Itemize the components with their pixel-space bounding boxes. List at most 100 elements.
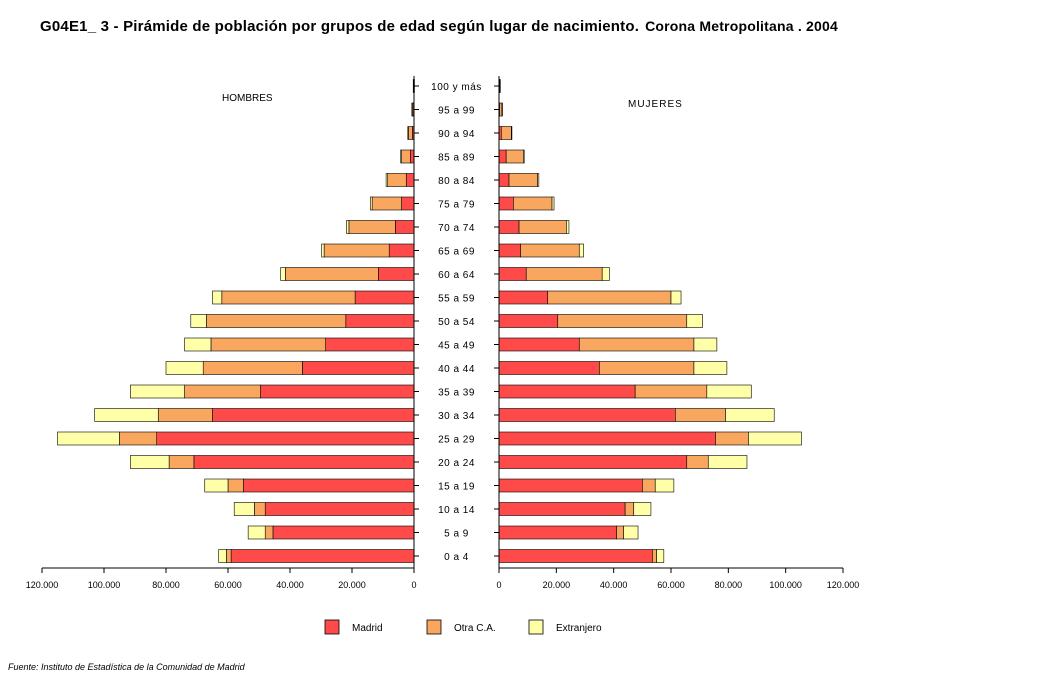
age-label-10-a-14: 10 a 14 [438, 505, 475, 516]
bar-hombres-extranjero-30-a-34 [94, 408, 159, 422]
bar-mujeres-otra-c-a-30-a-34 [674, 408, 726, 422]
bar-hombres-extranjero-95-a-99 [411, 102, 413, 117]
bar-mujeres-extranjero-80-a-84 [537, 173, 540, 187]
age-label-85-a-89: 85 a 89 [438, 153, 475, 164]
legend-swatch-extranjero [528, 619, 544, 635]
bar-hombres-otra-c-a-40-a-44 [202, 361, 303, 375]
bar-hombres-madrid-30-a-34 [212, 408, 415, 422]
bar-hombres-madrid-65-a-69 [388, 243, 415, 258]
bar-hombres-extranjero-5-a-9 [247, 525, 266, 540]
bar-hombres-madrid-10-a-14 [264, 502, 415, 516]
bar-hombres-extranjero-35-a-39 [130, 384, 185, 399]
bar-hombres-otra-c-a-70-a-74 [348, 220, 396, 234]
bar-mujeres-madrid-5-a-9 [498, 525, 617, 540]
bar-mujeres-extranjero-35-a-39 [706, 384, 752, 399]
age-label-65-a-69: 65 a 69 [438, 247, 475, 258]
bar-mujeres-extranjero-60-a-64 [601, 267, 610, 281]
bar-mujeres-madrid-0-a-4 [498, 549, 653, 563]
bar-hombres-madrid-75-a-79 [401, 196, 415, 211]
bar-mujeres-otra-c-a-0-a-4 [652, 549, 657, 563]
bar-mujeres-extranjero-75-a-79 [551, 196, 555, 211]
bar-mujeres-extranjero-40-a-44 [693, 361, 728, 375]
bar-mujeres-extranjero-65-a-69 [578, 243, 584, 258]
bar-mujeres-extranjero-50-a-54 [686, 314, 703, 328]
bar-hombres-extranjero-80-a-84 [385, 173, 388, 187]
age-label-0-a-4: 0 a 4 [444, 552, 469, 563]
bar-hombres-otra-c-a-75-a-79 [371, 196, 402, 211]
bar-hombres-extranjero-65-a-69 [321, 243, 325, 258]
bar-mujeres-otra-c-a-40-a-44 [599, 361, 695, 375]
legend-label-extranjero: Extranjero [556, 623, 602, 634]
hombres-label: HOMBRES [222, 93, 273, 104]
x-tick-label-hombres-40000: 40.000 [276, 580, 304, 590]
bar-mujeres-otra-c-a-5-a-9 [616, 525, 624, 540]
age-label-55-a-59: 55 a 59 [438, 294, 475, 305]
bar-hombres-extranjero-25-a-29 [57, 431, 120, 446]
bar-mujeres-extranjero-85-a-89 [523, 149, 525, 164]
x-tick-label-hombres-80000: 80.000 [152, 580, 180, 590]
age-label-95-a-99: 95 a 99 [438, 106, 475, 117]
bar-hombres-extranjero-70-a-74 [346, 220, 350, 234]
bar-hombres-extranjero-75-a-79 [369, 196, 373, 211]
bar-mujeres-extranjero-95-a-99 [501, 102, 503, 117]
bar-mujeres-madrid-15-a-19 [498, 478, 643, 493]
bar-hombres-otra-c-a-90-a-94 [408, 126, 413, 140]
bar-hombres-otra-c-a-20-a-24 [168, 455, 195, 469]
bar-hombres-otra-c-a-85-a-89 [401, 149, 411, 164]
bar-hombres-madrid-50-a-54 [345, 314, 415, 328]
bar-hombres-otra-c-a-10-a-14 [254, 502, 266, 516]
bar-mujeres-otra-c-a-25-a-29 [715, 431, 749, 446]
bar-mujeres-otra-c-a-90-a-94 [500, 126, 512, 140]
bar-hombres-madrid-80-a-84 [405, 173, 415, 187]
bar-hombres-madrid-60-a-64 [378, 267, 415, 281]
bar-hombres-extranjero-15-a-19 [204, 478, 229, 493]
bar-mujeres-extranjero-30-a-34 [725, 408, 775, 422]
age-label-20-a-24: 20 a 24 [438, 458, 475, 469]
legend-swatch-otra-c-a [426, 619, 442, 635]
bar-mujeres-madrid-65-a-69 [498, 243, 521, 258]
age-label-75-a-79: 75 a 79 [438, 200, 475, 211]
bar-mujeres-otra-c-a-55-a-59 [547, 290, 672, 305]
bar-hombres-madrid-45-a-49 [325, 337, 415, 352]
source-note: Fuente: Instituto de Estadística de la C… [8, 662, 245, 672]
bar-mujeres-otra-c-a-10-a-14 [624, 502, 635, 516]
bar-hombres-extranjero-0-a-4 [218, 549, 227, 563]
bar-mujeres-madrid-80-a-84 [498, 173, 510, 187]
age-label-35-a-39: 35 a 39 [438, 388, 475, 399]
bar-hombres-madrid-85-a-89 [409, 149, 415, 164]
bar-hombres-extranjero-60-a-64 [280, 267, 286, 281]
legend-label-madrid: Madrid [352, 623, 383, 634]
bar-mujeres-extranjero-45-a-49 [693, 337, 718, 352]
legend-item-otra-c-a: Otra C.A. [426, 619, 496, 635]
x-tick-label-mujeres-40000: 40.000 [600, 580, 628, 590]
mujeres-bars [498, 79, 802, 563]
bar-mujeres-madrid-85-a-89 [498, 149, 507, 164]
age-label-40-a-44: 40 a 44 [438, 364, 475, 375]
x-tick-label-mujeres-60000: 60.000 [657, 580, 685, 590]
age-label-5-a-9: 5 a 9 [444, 529, 469, 540]
x-tick-label-mujeres-80000: 80.000 [715, 580, 743, 590]
bar-mujeres-madrid-10-a-14 [498, 502, 626, 516]
mujeres-label: MUJERES [628, 99, 683, 110]
bar-mujeres-extranjero-20-a-24 [707, 455, 748, 469]
axes: 0 0 20.000 20.000 40.000 40.000 60.000 60.000 80… [26, 76, 859, 590]
age-label-100-y-m-s: 100 y más [431, 82, 482, 93]
bar-mujeres-extranjero-15-a-19 [654, 478, 675, 493]
bar-hombres-extranjero-10-a-14 [233, 502, 255, 516]
bar-hombres-otra-c-a-60-a-64 [285, 267, 379, 281]
bar-hombres-otra-c-a-65-a-69 [323, 243, 390, 258]
bar-mujeres-madrid-40-a-44 [498, 361, 600, 375]
bar-hombres-extranjero-90-a-94 [407, 126, 409, 140]
bar-mujeres-otra-c-a-50-a-54 [557, 314, 688, 328]
bar-hombres-otra-c-a-25-a-29 [119, 431, 158, 446]
bar-mujeres-otra-c-a-60-a-64 [525, 267, 603, 281]
bar-hombres-otra-c-a-5-a-9 [264, 525, 274, 540]
bar-hombres-otra-c-a-55-a-59 [221, 290, 356, 305]
bar-mujeres-madrid-60-a-64 [498, 267, 527, 281]
bar-mujeres-otra-c-a-45-a-49 [578, 337, 695, 352]
bar-hombres-madrid-20-a-24 [193, 455, 415, 469]
chart-title-sub: Corona Metropolitana . 2004 [645, 18, 838, 34]
x-tick-label-mujeres-20000: 20.000 [543, 580, 571, 590]
bar-hombres-madrid-5-a-9 [272, 525, 415, 540]
